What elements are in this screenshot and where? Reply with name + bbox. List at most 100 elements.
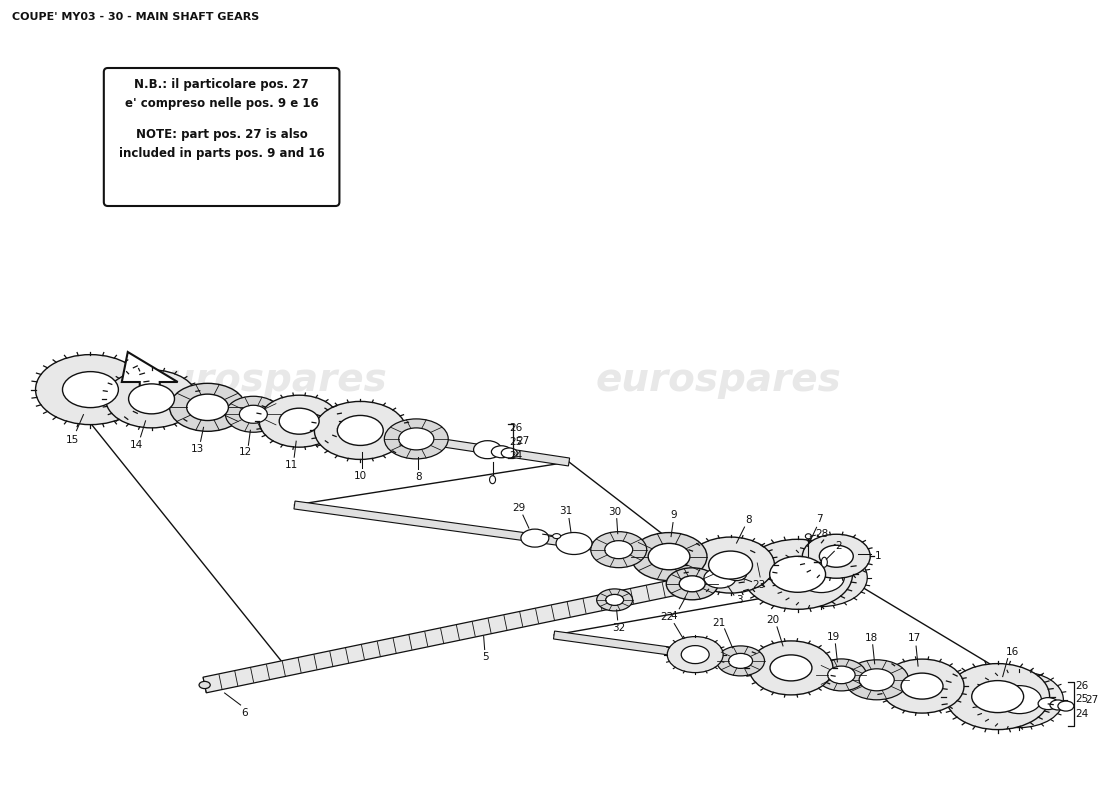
Text: 19: 19 [827, 632, 840, 642]
Ellipse shape [816, 659, 867, 691]
Text: 8: 8 [415, 472, 421, 482]
Ellipse shape [880, 659, 964, 713]
Ellipse shape [901, 673, 943, 699]
Ellipse shape [502, 448, 517, 458]
Ellipse shape [591, 532, 647, 568]
Text: 23: 23 [752, 579, 766, 590]
Ellipse shape [556, 533, 592, 554]
Text: 24: 24 [509, 450, 522, 461]
Polygon shape [122, 352, 178, 407]
Ellipse shape [605, 541, 632, 558]
Ellipse shape [827, 666, 855, 684]
Polygon shape [294, 501, 854, 586]
Polygon shape [553, 631, 1058, 709]
Text: eurospares: eurospares [142, 361, 387, 399]
Text: 26: 26 [1076, 681, 1089, 690]
Ellipse shape [770, 556, 826, 592]
Ellipse shape [770, 655, 812, 681]
Text: 7: 7 [816, 514, 823, 524]
Text: 5: 5 [482, 653, 490, 662]
Text: NOTE: part pos. 27 is also
included in parts pos. 9 and 16: NOTE: part pos. 27 is also included in p… [119, 128, 324, 159]
Text: 30: 30 [608, 506, 622, 517]
Ellipse shape [129, 384, 175, 414]
Text: 6: 6 [241, 708, 248, 718]
Ellipse shape [552, 534, 561, 538]
Text: 11: 11 [285, 460, 298, 470]
Text: 21: 21 [712, 618, 725, 628]
Text: 15: 15 [66, 434, 79, 445]
Ellipse shape [859, 669, 894, 691]
Ellipse shape [1050, 700, 1066, 710]
Ellipse shape [845, 660, 909, 700]
Text: 26: 26 [509, 422, 522, 433]
Text: 25: 25 [509, 437, 522, 446]
Text: 18: 18 [865, 633, 878, 643]
Ellipse shape [338, 415, 383, 446]
Ellipse shape [199, 682, 210, 689]
Ellipse shape [716, 646, 764, 676]
Text: 27: 27 [1086, 694, 1099, 705]
Ellipse shape [742, 539, 852, 610]
Text: 9: 9 [671, 510, 678, 519]
Text: eurospares: eurospares [596, 361, 842, 399]
Ellipse shape [631, 533, 707, 581]
Text: 10: 10 [354, 471, 366, 482]
Ellipse shape [521, 529, 549, 547]
Ellipse shape [106, 370, 198, 428]
Text: 13: 13 [191, 444, 205, 454]
Ellipse shape [492, 446, 512, 458]
Ellipse shape [708, 551, 752, 579]
Ellipse shape [679, 576, 705, 592]
Ellipse shape [490, 476, 495, 484]
Ellipse shape [668, 637, 723, 673]
Ellipse shape [971, 681, 1024, 713]
Text: 27: 27 [516, 436, 529, 446]
Text: 24: 24 [1076, 709, 1089, 718]
Text: 3: 3 [737, 595, 744, 605]
Ellipse shape [279, 408, 319, 434]
Ellipse shape [820, 546, 854, 567]
Ellipse shape [315, 402, 406, 459]
Text: 28: 28 [816, 530, 829, 539]
Text: 20: 20 [767, 615, 780, 625]
Ellipse shape [822, 558, 827, 567]
Ellipse shape [776, 549, 867, 606]
Text: 4: 4 [671, 611, 678, 621]
Text: 22: 22 [661, 611, 674, 622]
Ellipse shape [802, 534, 870, 578]
Ellipse shape [187, 394, 229, 421]
Ellipse shape [681, 646, 710, 664]
Ellipse shape [667, 568, 718, 600]
Ellipse shape [976, 672, 1064, 728]
Ellipse shape [805, 534, 812, 538]
Text: 31: 31 [560, 506, 573, 517]
Ellipse shape [226, 396, 282, 432]
Ellipse shape [35, 354, 145, 425]
Ellipse shape [260, 395, 339, 447]
Polygon shape [204, 562, 760, 693]
Ellipse shape [384, 419, 448, 459]
Text: COUPE' MY03 - 30 - MAIN SHAFT GEARS: COUPE' MY03 - 30 - MAIN SHAFT GEARS [12, 12, 260, 22]
Ellipse shape [398, 428, 433, 450]
Text: 8: 8 [745, 515, 751, 525]
Text: 14: 14 [130, 440, 143, 450]
Text: 29: 29 [513, 503, 526, 513]
Ellipse shape [749, 641, 833, 695]
FancyBboxPatch shape [103, 68, 340, 206]
Ellipse shape [596, 589, 632, 611]
Text: 17: 17 [908, 633, 921, 643]
Ellipse shape [63, 372, 119, 408]
Ellipse shape [998, 686, 1042, 714]
Polygon shape [59, 381, 570, 466]
Ellipse shape [726, 569, 747, 581]
Text: 1: 1 [874, 551, 881, 562]
Ellipse shape [648, 543, 690, 570]
Ellipse shape [1038, 698, 1058, 710]
Ellipse shape [606, 594, 624, 606]
Text: 2: 2 [835, 542, 842, 551]
Ellipse shape [474, 441, 502, 458]
Text: 16: 16 [1006, 646, 1020, 657]
Ellipse shape [1058, 701, 1074, 711]
Text: 32: 32 [612, 623, 625, 633]
Ellipse shape [169, 383, 245, 431]
